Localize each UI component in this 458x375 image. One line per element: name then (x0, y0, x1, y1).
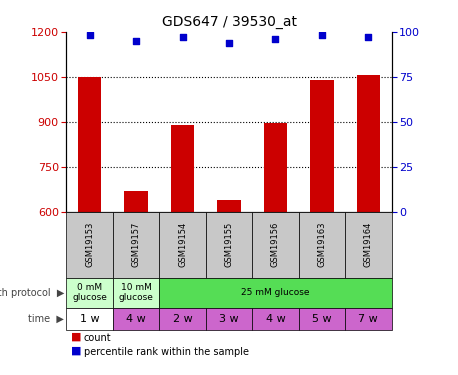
Text: GSM19157: GSM19157 (131, 222, 141, 267)
Bar (171, 125, 194, 212)
Text: 0 mM
glucose: 0 mM glucose (72, 283, 107, 302)
Bar (357, 75, 380, 212)
Bar (78, 77, 101, 212)
Text: ■: ■ (71, 346, 82, 356)
Text: 5 w: 5 w (312, 314, 332, 324)
Bar (310, 80, 333, 212)
Bar (264, 123, 287, 212)
Text: GSM19153: GSM19153 (85, 222, 94, 267)
Text: growth protocol  ▶: growth protocol ▶ (0, 288, 64, 297)
Point (132, 38, 140, 44)
Point (365, 34, 372, 40)
Point (86, 33, 93, 39)
Text: percentile rank within the sample: percentile rank within the sample (84, 347, 249, 357)
Text: 4 w: 4 w (266, 314, 285, 324)
Text: GDS647 / 39530_at: GDS647 / 39530_at (162, 15, 296, 29)
Text: GSM19154: GSM19154 (178, 222, 187, 267)
Text: GSM19155: GSM19155 (224, 222, 234, 267)
Bar (125, 191, 147, 212)
Point (179, 34, 186, 40)
Text: 3 w: 3 w (219, 314, 239, 324)
Point (318, 33, 326, 39)
Bar (218, 200, 240, 212)
Text: GSM19163: GSM19163 (317, 222, 327, 267)
Text: GSM19164: GSM19164 (364, 222, 373, 267)
Text: 4 w: 4 w (126, 314, 146, 324)
Text: 10 mM
glucose: 10 mM glucose (119, 283, 153, 302)
Point (272, 36, 279, 42)
Text: 7 w: 7 w (359, 314, 378, 324)
Text: GSM19156: GSM19156 (271, 222, 280, 267)
Text: time  ▶: time ▶ (28, 314, 64, 324)
Text: ■: ■ (71, 332, 82, 342)
Text: 2 w: 2 w (173, 314, 192, 324)
Text: 1 w: 1 w (80, 314, 99, 324)
Point (225, 40, 233, 46)
Text: 25 mM glucose: 25 mM glucose (241, 288, 310, 297)
Text: count: count (84, 333, 111, 343)
